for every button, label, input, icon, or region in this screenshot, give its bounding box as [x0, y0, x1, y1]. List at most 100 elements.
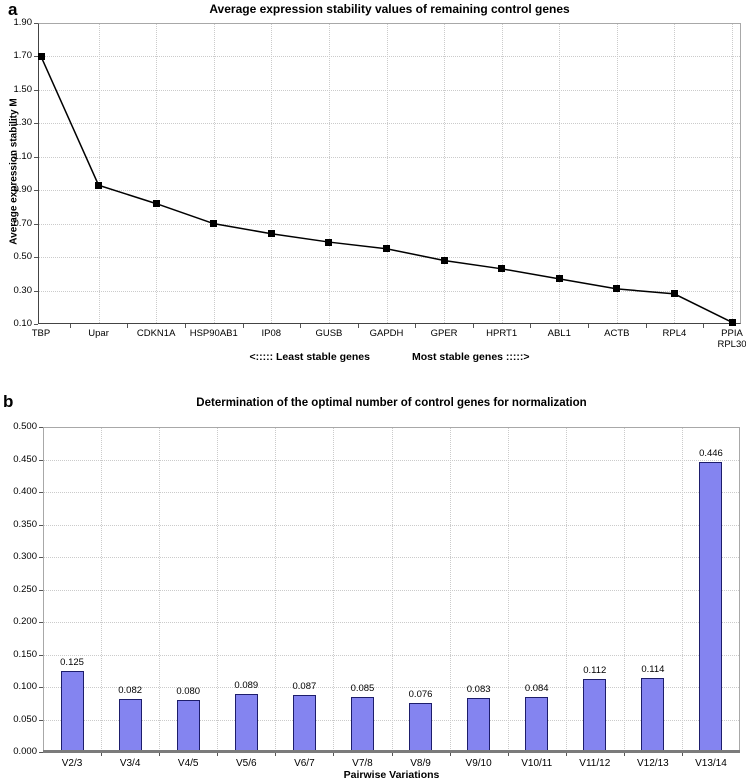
- x-tick-label: V7/8: [352, 758, 373, 769]
- y-axis-tick: [39, 427, 43, 428]
- x-axis-tick: [159, 752, 161, 756]
- x-axis-tick: [101, 752, 103, 756]
- data-point-marker: [152, 200, 160, 208]
- v-gridline: [565, 428, 567, 751]
- y-axis-tick: [39, 524, 43, 526]
- bar-value-label: 0.114: [641, 663, 665, 675]
- v-gridline: [275, 428, 277, 751]
- y-axis-tick: [39, 622, 43, 623]
- bar-value-label: 0.089: [234, 680, 259, 692]
- data-point-marker: [555, 275, 563, 283]
- panel-a-title: Average expression stability values of r…: [209, 2, 570, 16]
- x-tick-label: GUSB: [315, 328, 343, 339]
- x-axis-tick: [645, 324, 647, 328]
- v-gridline: [559, 24, 561, 323]
- x-tick-label: HSP90AB1: [189, 328, 238, 339]
- panel-a-letter: a: [8, 0, 18, 19]
- v-gridline: [674, 24, 676, 323]
- bar-value-label: 0.080: [176, 686, 201, 697]
- y-tick-label: 0.70: [13, 217, 33, 229]
- bar-value-label: 0.084: [524, 683, 549, 695]
- bar: [409, 702, 433, 752]
- y-axis-tick: [34, 223, 38, 225]
- v-gridline: [444, 24, 446, 323]
- x-axis-tick: [623, 752, 625, 756]
- data-point-marker: [95, 181, 103, 189]
- y-axis-tick: [39, 654, 43, 656]
- x-tick-label: TBP: [31, 328, 51, 339]
- data-point-marker: [613, 285, 621, 293]
- y-axis-tick: [34, 257, 38, 259]
- data-point-marker: [325, 238, 333, 246]
- x-axis-tick: [184, 324, 186, 328]
- y-axis-tick: [39, 492, 43, 493]
- x-axis-tick: [565, 752, 567, 756]
- h-gridline: [39, 89, 740, 91]
- x-axis-tick: [333, 752, 335, 756]
- bar: [583, 679, 607, 752]
- v-gridline: [328, 24, 330, 323]
- bar-value-label: 0.082: [118, 684, 143, 696]
- bar-value-label: 0.076: [408, 688, 433, 700]
- data-point-marker: [498, 265, 506, 273]
- x-tick-label: V13/14: [695, 758, 727, 769]
- stability-line: [40, 56, 733, 324]
- bar-value-label: 0.083: [466, 684, 491, 696]
- v-gridline: [159, 428, 161, 751]
- h-gridline: [39, 223, 740, 225]
- h-gridline: [39, 123, 740, 125]
- v-gridline: [101, 428, 103, 751]
- bar-value-label: 0.125: [60, 656, 84, 668]
- x-axis-tick: [415, 324, 417, 328]
- most-stable-genes-label: Most stable genes :::::>: [411, 351, 530, 363]
- y-axis-tick: [34, 89, 38, 91]
- y-tick-label: 1.90: [13, 17, 33, 28]
- y-tick-label: 0.50: [13, 251, 33, 263]
- x-axis-tick: [703, 324, 705, 328]
- x-axis-tick: [472, 324, 474, 328]
- y-axis-tick: [39, 557, 43, 558]
- x-tick-label: ACTB: [604, 328, 630, 339]
- x-axis-tick: [681, 752, 683, 756]
- x-tick-label: IP08: [261, 328, 282, 339]
- v-gridline: [501, 24, 503, 323]
- bar-value-label: 0.446: [699, 448, 723, 460]
- y-tick-label: 0.10: [13, 318, 33, 329]
- least-stable-genes-label: <::::: Least stable genes: [249, 351, 370, 363]
- y-tick-label: 1.10: [13, 150, 33, 162]
- x-tick-label: V2/3: [61, 758, 83, 769]
- y-axis-tick: [34, 324, 38, 325]
- y-axis-tick: [34, 190, 38, 192]
- y-tick-label: 0.350: [13, 518, 37, 530]
- v-gridline: [217, 428, 219, 751]
- x-axis-tick: [530, 324, 532, 328]
- v-gridline: [449, 428, 451, 751]
- x-tick-label: V12/13: [637, 758, 669, 769]
- x-tick-label: GAPDH: [369, 328, 404, 339]
- x-tick-label: ABL1: [547, 328, 571, 339]
- y-tick-label: 0.400: [13, 486, 37, 497]
- y-axis-tick: [34, 290, 38, 292]
- y-axis-tick: [34, 123, 38, 125]
- x-tick-label: V3/4: [119, 758, 141, 769]
- bar: [292, 695, 316, 752]
- data-point-marker: [728, 318, 736, 326]
- x-tick-label: GPER: [430, 328, 458, 339]
- panel-b-x-axis-title: Pairwise Variations: [343, 769, 440, 781]
- data-point-marker: [267, 230, 275, 238]
- y-axis-tick: [39, 459, 43, 461]
- y-tick-label: 0.100: [13, 681, 37, 692]
- x-axis-tick: [449, 752, 451, 756]
- x-axis-tick: [242, 324, 244, 328]
- bar: [118, 698, 142, 752]
- h-gridline: [39, 56, 740, 58]
- v-gridline: [386, 24, 388, 323]
- panel-b-title: Determination of the optimal number of c…: [196, 397, 587, 409]
- v-gridline: [271, 24, 273, 323]
- panel-a-annotation-row: <::::: Least stable genes Most stable ge…: [38, 351, 741, 363]
- y-tick-label: 1.70: [13, 50, 33, 62]
- y-tick-label: 0.200: [13, 616, 37, 627]
- panel-b-letter: b: [3, 392, 14, 411]
- x-tick-label: V9/10: [465, 758, 492, 769]
- x-tick-label: Upar: [88, 328, 109, 339]
